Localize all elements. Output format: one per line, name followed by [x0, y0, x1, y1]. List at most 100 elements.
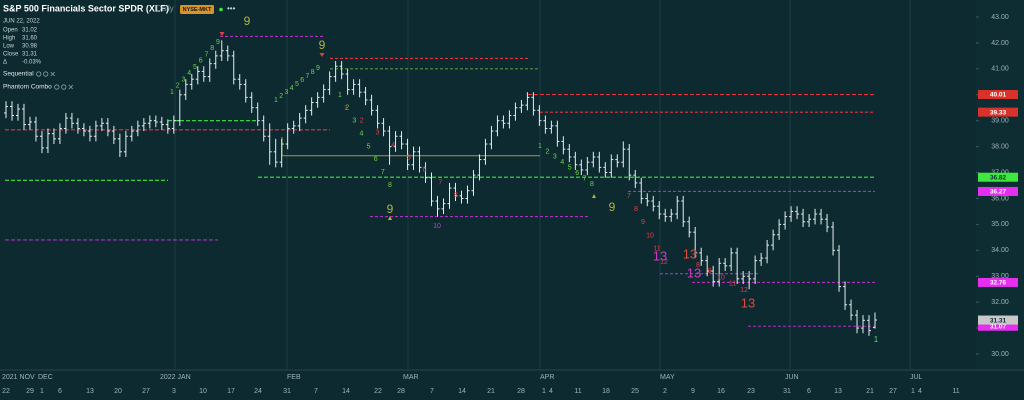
x-day-label: 13	[86, 388, 94, 395]
price-badge	[978, 172, 1018, 182]
count-annotation: 9	[319, 38, 326, 52]
x-day-label: 7	[314, 388, 318, 395]
count-label: 12	[740, 287, 748, 294]
count-annotation: 10	[433, 223, 441, 230]
y-tick-label: 35.00	[991, 221, 1009, 228]
indicator-gear[interactable]	[43, 71, 49, 77]
x-day-label: 23	[747, 388, 755, 395]
legend-field-name: Close	[3, 52, 19, 58]
x-month-label: 2021 NOV	[2, 374, 35, 381]
signal-arrow	[388, 216, 392, 220]
grid	[174, 0, 911, 370]
x-day-label: 3	[172, 388, 176, 395]
price-badge	[978, 277, 1018, 287]
count-label: 8	[454, 192, 458, 199]
x-day-label: 29	[26, 388, 34, 395]
count-label: 9	[708, 268, 712, 275]
x-month-label: MAR	[403, 374, 419, 381]
x-day-label: 21	[866, 388, 874, 395]
menu-dots[interactable]: •••	[227, 4, 236, 13]
indicator-eye[interactable]	[54, 84, 60, 90]
x-month-label: JUN	[785, 374, 799, 381]
counts: 1234567891234567891234567812345678123456…	[170, 14, 879, 344]
x-day-label: 28	[397, 388, 405, 395]
y-tick-label: 34.00	[991, 247, 1009, 254]
price-badge-label: 36.82	[990, 174, 1007, 181]
count-label: 9	[216, 39, 220, 46]
x-day-label: 7	[430, 388, 434, 395]
count-label: 4	[359, 130, 363, 137]
count-label: 2	[545, 148, 549, 155]
x-day-label: 4	[549, 388, 553, 395]
count-label: 5	[367, 143, 371, 150]
legend-date: JUN 22, 2022	[3, 19, 40, 25]
count-label: 6	[300, 77, 304, 84]
legend-field-name: Δ	[3, 60, 7, 66]
x-day-label: 27	[889, 388, 897, 395]
exchange: NYSE-MKT	[183, 7, 212, 13]
x-day-label: 2	[663, 388, 667, 395]
indicator-eye[interactable]	[36, 71, 42, 77]
indicator-name: Sequential	[3, 71, 34, 78]
count-label: 3	[182, 76, 186, 83]
x-day-label: 1	[40, 388, 44, 395]
count-label: 9	[316, 65, 320, 72]
y-tick-label: 30.00	[991, 351, 1009, 358]
y-tick-label: 41.00	[991, 66, 1009, 73]
x-day-label: 11	[952, 388, 959, 395]
count-label: 2	[279, 93, 283, 100]
count-label: 3	[285, 89, 289, 96]
price-badge-label: 36.27	[990, 189, 1007, 196]
count-label: 4	[290, 85, 294, 92]
x-day-label: 21	[487, 388, 495, 395]
price-axis-panel	[976, 0, 1024, 370]
x-day-label: 14	[458, 388, 466, 395]
legend-field-name: Low	[3, 44, 15, 50]
chart-title: S&P 500 Financials Sector SPDR (XLF)	[3, 3, 169, 13]
legend-field-value: 31.31	[22, 52, 38, 58]
price-badge-label: 40.01	[990, 92, 1007, 99]
indicator-close[interactable]	[50, 71, 56, 77]
x-day-label: 27	[142, 388, 150, 395]
count-label: 1	[344, 105, 348, 112]
x-day-label: 24	[254, 388, 262, 395]
x-day-label: 17	[227, 388, 235, 395]
count-label: 7	[381, 169, 385, 176]
y-tick-label: 42.00	[991, 40, 1009, 47]
price-badge-label: 32.76	[990, 280, 1007, 287]
x-day-label: 25	[631, 388, 639, 395]
indicator-gear[interactable]	[61, 84, 67, 90]
price-badge	[978, 107, 1018, 117]
x-day-label: 22	[374, 388, 382, 395]
x-day-label: 1	[542, 388, 546, 395]
count-label: 1	[538, 143, 542, 150]
count-annotation: 9	[609, 200, 616, 214]
count-label: 6	[199, 58, 203, 65]
price-badge	[978, 321, 1018, 331]
legend-field-name: Open	[3, 28, 18, 34]
count-label: 5	[407, 155, 411, 162]
count-label: 5	[295, 81, 299, 88]
y-tick-label: 33.00	[991, 273, 1009, 280]
signal-arrow	[319, 53, 325, 57]
status-dot	[219, 7, 223, 12]
bars	[4, 40, 877, 336]
x-month-label: DEC	[38, 374, 53, 381]
count-annotation: 13	[683, 246, 697, 261]
count-label: 4	[391, 142, 395, 149]
count-label: 1	[338, 92, 342, 99]
count-label: 8	[696, 262, 700, 269]
count-label: 11	[729, 281, 736, 288]
legend: S&P 500 Financials Sector SPDR (XLF) Dai…	[3, 3, 236, 90]
count-label: 2	[360, 117, 364, 124]
count-label: 11	[653, 246, 660, 253]
y-tick-label: 39.00	[991, 118, 1009, 125]
legend-field-value: 31.60	[22, 36, 38, 42]
count-label: 6	[575, 170, 579, 177]
indicator-close[interactable]	[68, 84, 74, 90]
count-label: 7	[627, 193, 631, 200]
count-label: 1	[274, 97, 278, 104]
x-month-label: MAY	[660, 374, 675, 381]
count-label: 8	[210, 45, 214, 52]
